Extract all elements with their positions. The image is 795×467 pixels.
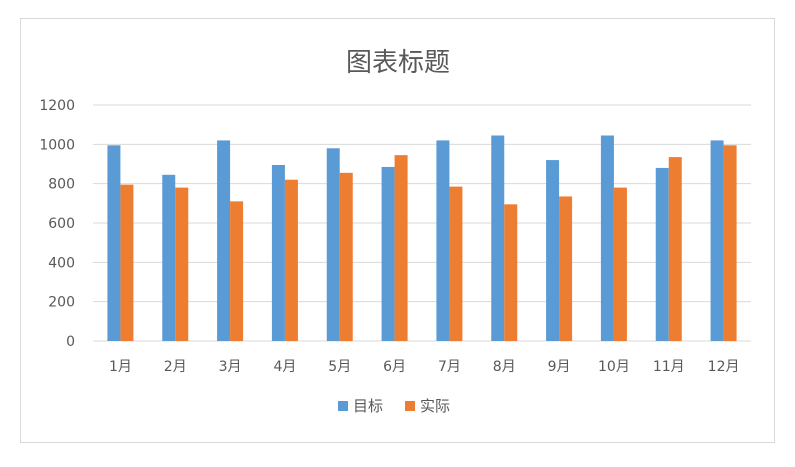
bar-target [491, 135, 505, 341]
y-tick-label: 800 [48, 177, 75, 193]
bar-target [107, 145, 121, 341]
x-tick-label: 11月 [653, 359, 685, 375]
chart-frame: 图表标题 0 200 400 600 800 1000 1200 1月 2月 3月 4月 5月 6月 7… [20, 18, 775, 443]
x-tick-label: 9月 [548, 359, 571, 375]
y-tick-label: 400 [48, 255, 75, 271]
bar-chart: 图表标题 0 200 400 600 800 1000 1200 1月 2月 3月 4月 5月 6月 7… [39, 48, 751, 415]
bar-target [217, 140, 231, 341]
bar-actual [504, 204, 518, 341]
legend-swatch [405, 401, 415, 411]
bar-target [436, 140, 450, 341]
bar-actual [230, 201, 244, 341]
bar-target [381, 166, 395, 341]
x-tick-label: 8月 [493, 359, 516, 375]
x-tick-label: 6月 [383, 359, 406, 375]
bar-actual [559, 196, 573, 341]
bar-target [271, 164, 285, 341]
legend-swatch [338, 401, 348, 411]
x-tick-label: 10月 [598, 359, 630, 375]
bar-actual [339, 172, 353, 341]
x-tick-label: 2月 [164, 359, 187, 375]
y-tick-label: 0 [66, 334, 75, 350]
chart-title: 图表标题 [346, 48, 450, 78]
x-axis: 1月 2月 3月 4月 5月 6月 7月 8月 9月 10月 11月 12月 [109, 359, 740, 375]
bars [107, 135, 737, 341]
x-tick-label: 4月 [273, 359, 296, 375]
bar-target [710, 140, 724, 341]
bar-target [162, 174, 176, 341]
legend-label: 目标 [353, 397, 383, 415]
x-tick-label: 1月 [109, 359, 132, 375]
bar-actual [394, 155, 408, 341]
x-tick-label: 12月 [708, 359, 740, 375]
bar-target [326, 148, 340, 341]
y-tick-label: 600 [48, 216, 75, 232]
bar-actual [668, 157, 682, 341]
bar-target [655, 167, 669, 341]
y-tick-label: 1000 [39, 137, 75, 153]
bar-actual [449, 186, 463, 341]
x-tick-label: 5月 [328, 359, 351, 375]
x-tick-label: 3月 [219, 359, 242, 375]
x-tick-label: 7月 [438, 359, 461, 375]
bar-actual [613, 187, 627, 341]
legend-label: 实际 [420, 397, 450, 415]
y-axis: 0 200 400 600 800 1000 1200 [39, 98, 75, 350]
legend: 目标 实际 [338, 397, 450, 415]
bar-actual [284, 179, 298, 341]
y-tick-label: 200 [48, 295, 75, 311]
gridlines [93, 104, 751, 342]
bar-target [546, 160, 560, 341]
bar-actual [120, 184, 134, 341]
y-tick-label: 1200 [39, 98, 75, 114]
bar-actual [175, 187, 189, 341]
bar-actual [723, 145, 737, 341]
bar-target [600, 135, 614, 341]
